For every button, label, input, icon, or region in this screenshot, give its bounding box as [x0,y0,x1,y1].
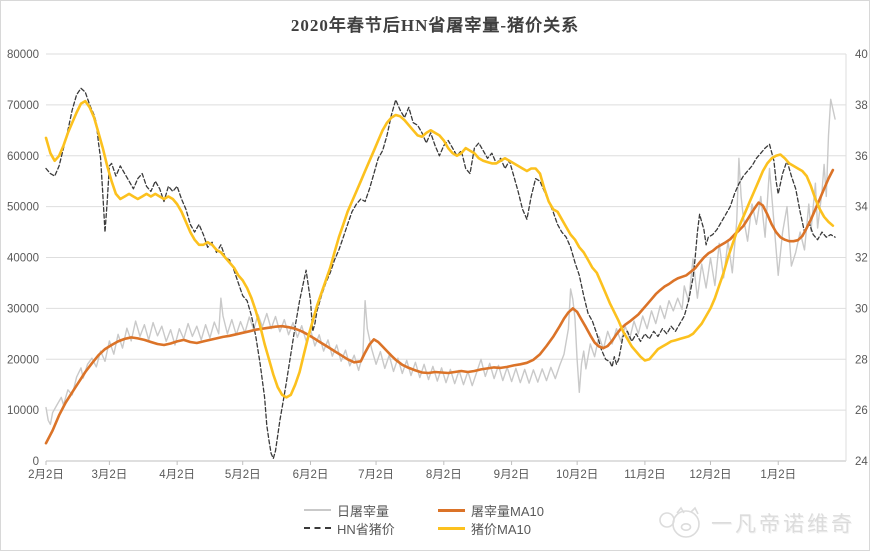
x-tick-label: 7月2日 [358,469,394,481]
y-right-tick-label: 28 [855,354,868,366]
x-tick-label: 5月2日 [225,469,261,481]
x-tick-label: 9月2日 [494,469,530,481]
y-right-tick-label: 38 [855,100,868,112]
watermark-text: 一凡帝诺维奇 [711,513,855,536]
legend-item-slaughter-ma10: 屠宰量MA10 [438,502,544,519]
x-tick-label: 3月2日 [91,469,127,481]
x-tick-label: 1月2日 [760,469,796,481]
y-right-tick-label: 30 [855,303,868,315]
y-left-tick-label: 40000 [7,253,39,265]
y-left-tick-label: 10000 [7,405,39,417]
legend-swatch-slaughter-ma10-line [438,508,465,512]
y-left-tick-label: 50000 [7,202,39,214]
x-tick-label: 10月2日 [556,469,598,481]
y-right-tick-label: 34 [855,202,868,214]
y-left-tick-label: 80000 [7,49,39,61]
chart-title: 2020年春节后HN省屠宰量-猪价关系 [290,16,580,35]
x-tick-label: 11月2日 [624,469,665,481]
watermark: 一凡帝诺维奇 [653,504,855,542]
pig-face-icon [659,506,700,538]
legend-swatch-daily-slaughter-line [304,509,331,511]
y-left-tick-label: 0 [33,456,39,468]
y-right-tick-label: 36 [855,151,868,163]
series-slaughter-ma10-line [44,168,835,445]
y-left-tick-label: 60000 [7,151,39,163]
legend-item-daily-slaughter: 日屠宰量 [304,502,390,519]
y-right-tick-label: 24 [855,456,868,468]
legend-label-hn-pig-price: HN省猪价 [337,521,395,537]
y-left-tick-label: 70000 [7,100,39,112]
x-tick-label: 8月2日 [426,469,462,481]
legend-item-price-ma10: 猪价MA10 [438,520,531,537]
x-tick-label: 6月2日 [293,469,329,481]
x-tick-label: 4月2日 [159,469,195,481]
legend-item-hn-pig-price: HN省猪价 [304,520,395,537]
legend-swatch-price-ma10-line [438,526,465,530]
legend-label-daily-slaughter: 日屠宰量 [337,503,390,519]
x-tick-label: 12月2日 [689,469,731,481]
y-right-tick-label: 40 [855,49,868,61]
series-hn-pig-price-line [45,87,836,460]
series-price-ma10-line [44,99,835,399]
y-left-tick-label: 30000 [7,303,39,315]
y-right-tick-label: 32 [855,253,868,265]
y-left-tick-label: 20000 [7,354,39,366]
legend-label-slaughter-ma10: 屠宰量MA10 [471,503,544,519]
legend-label-price-ma10: 猪价MA10 [471,521,531,537]
y-right-tick-label: 26 [855,405,868,417]
x-tick-label: 2月2日 [28,469,64,481]
series-daily-slaughter-line [45,98,836,426]
legend-swatch-hn-pig-price-line [304,527,331,529]
